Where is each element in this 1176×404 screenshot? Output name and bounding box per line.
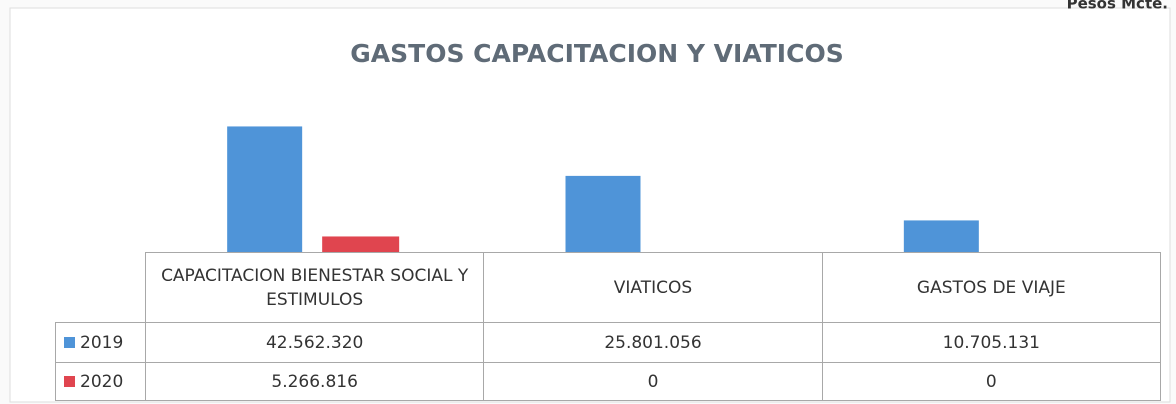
legend-swatch — [64, 337, 75, 348]
data-label: 42.562.320 — [145, 322, 485, 363]
category-label: VIATICOS — [483, 252, 823, 323]
data-label: 5.266.816 — [145, 362, 485, 401]
unit-note: Pesos Mcte. — [1067, 0, 1168, 13]
category-label: CAPACITACION BIENESTAR SOCIAL Y ESTIMULO… — [145, 252, 485, 323]
legend-item: 2019 — [55, 322, 146, 363]
category-label: GASTOS DE VIAJE — [821, 252, 1161, 323]
data-label: 25.801.056 — [483, 322, 823, 363]
chart-title: GASTOS CAPACITACION Y VIATICOS — [350, 39, 843, 68]
legend-label: 2019 — [80, 332, 124, 353]
bar — [903, 220, 979, 252]
data-label: 0 — [821, 362, 1161, 401]
legend-item: 2020 — [55, 362, 146, 401]
legend-swatch — [64, 376, 75, 387]
bar — [322, 236, 400, 252]
data-label: 10.705.131 — [821, 322, 1161, 363]
legend-label: 2020 — [80, 371, 124, 392]
data-label: 0 — [483, 362, 823, 401]
bar — [565, 175, 641, 252]
bar — [227, 126, 303, 252]
